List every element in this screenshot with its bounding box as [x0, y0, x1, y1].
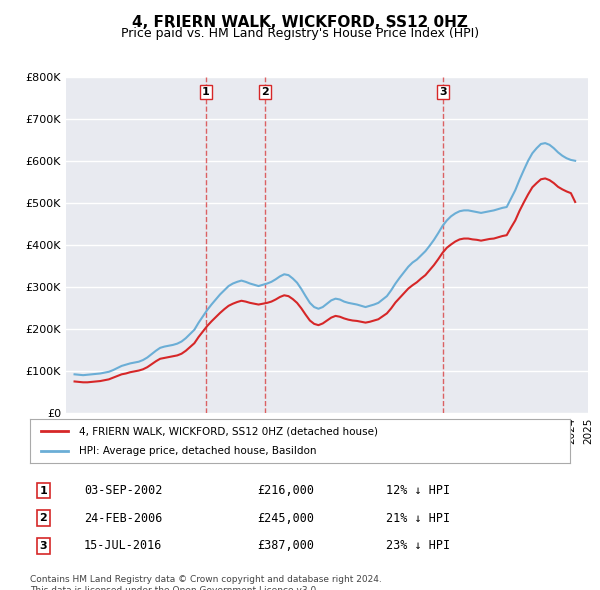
- Text: 12% ↓ HPI: 12% ↓ HPI: [386, 484, 451, 497]
- Text: 2: 2: [262, 87, 269, 97]
- Text: 24-FEB-2006: 24-FEB-2006: [84, 512, 163, 525]
- Text: 3: 3: [439, 87, 447, 97]
- Text: 2: 2: [40, 513, 47, 523]
- Text: 1: 1: [40, 486, 47, 496]
- Text: £245,000: £245,000: [257, 512, 314, 525]
- Text: 4, FRIERN WALK, WICKFORD, SS12 0HZ (detached house): 4, FRIERN WALK, WICKFORD, SS12 0HZ (deta…: [79, 427, 377, 436]
- Text: 23% ↓ HPI: 23% ↓ HPI: [386, 539, 451, 552]
- Text: £216,000: £216,000: [257, 484, 314, 497]
- Text: Contains HM Land Registry data © Crown copyright and database right 2024.
This d: Contains HM Land Registry data © Crown c…: [30, 575, 382, 590]
- Text: 3: 3: [40, 541, 47, 551]
- Text: 15-JUL-2016: 15-JUL-2016: [84, 539, 163, 552]
- Text: 1: 1: [202, 87, 210, 97]
- Text: 4, FRIERN WALK, WICKFORD, SS12 0HZ: 4, FRIERN WALK, WICKFORD, SS12 0HZ: [132, 15, 468, 30]
- Text: HPI: Average price, detached house, Basildon: HPI: Average price, detached house, Basi…: [79, 446, 316, 455]
- Text: Price paid vs. HM Land Registry's House Price Index (HPI): Price paid vs. HM Land Registry's House …: [121, 27, 479, 40]
- Text: £387,000: £387,000: [257, 539, 314, 552]
- Text: 21% ↓ HPI: 21% ↓ HPI: [386, 512, 451, 525]
- Text: 03-SEP-2002: 03-SEP-2002: [84, 484, 163, 497]
